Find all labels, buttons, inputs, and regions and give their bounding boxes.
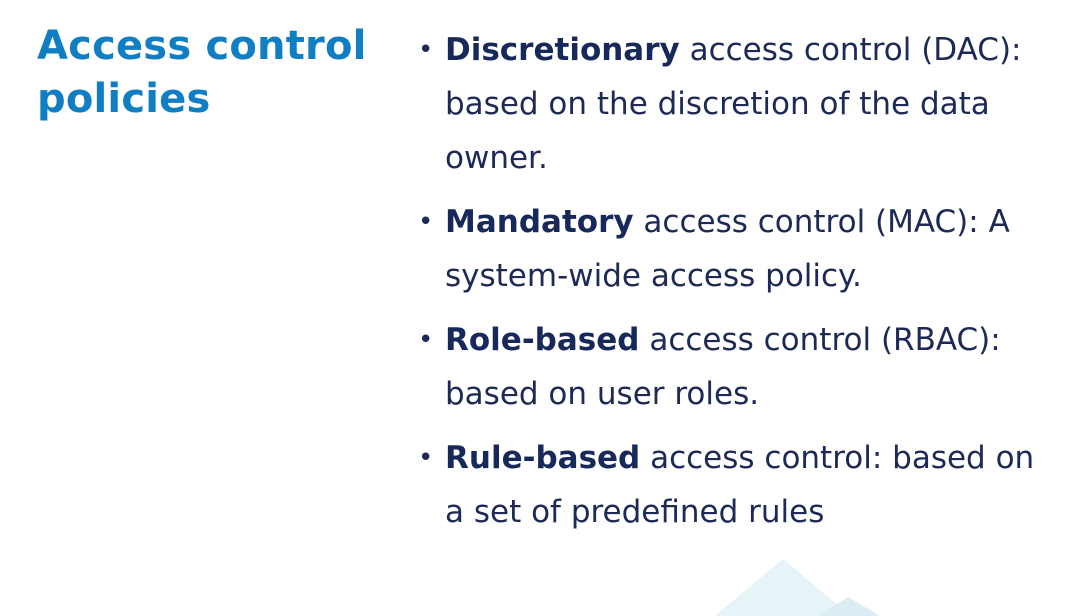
bullet-icon: • (418, 35, 434, 65)
bullet-item-rule-based: • Rule-based access control: based on a … (418, 431, 1058, 539)
bullet-list: • Discretionary access control (DAC): ba… (418, 23, 1058, 549)
bullet-text: access control (MAC): A system-wide acce… (445, 204, 1010, 294)
bullet-item-mac: • Mandatory access control (MAC): A syst… (418, 195, 1058, 303)
mountain-peaks-icon (715, 559, 880, 616)
bullet-icon: • (418, 325, 434, 355)
mountain-peak-small (818, 597, 880, 616)
mountain-peak-large (715, 559, 851, 616)
bullet-term: Mandatory (445, 204, 634, 240)
bullet-text: access control: based on a set of predef… (445, 440, 1035, 530)
bullet-icon: • (418, 207, 434, 237)
bullet-term: Discretionary (445, 32, 680, 68)
bullet-item-dac: • Discretionary access control (DAC): ba… (418, 23, 1058, 185)
bullet-icon: • (418, 443, 434, 473)
slide-title: Access control policies (37, 23, 367, 122)
bullet-item-rbac: • Role-based access control (RBAC): base… (418, 313, 1058, 421)
bullet-term: Role-based (445, 322, 640, 358)
bullet-term: Rule-based (445, 440, 641, 476)
bullet-text: access control (RBAC): based on user rol… (445, 322, 1001, 412)
bullet-text: access control (DAC): based on the discr… (445, 32, 1022, 176)
